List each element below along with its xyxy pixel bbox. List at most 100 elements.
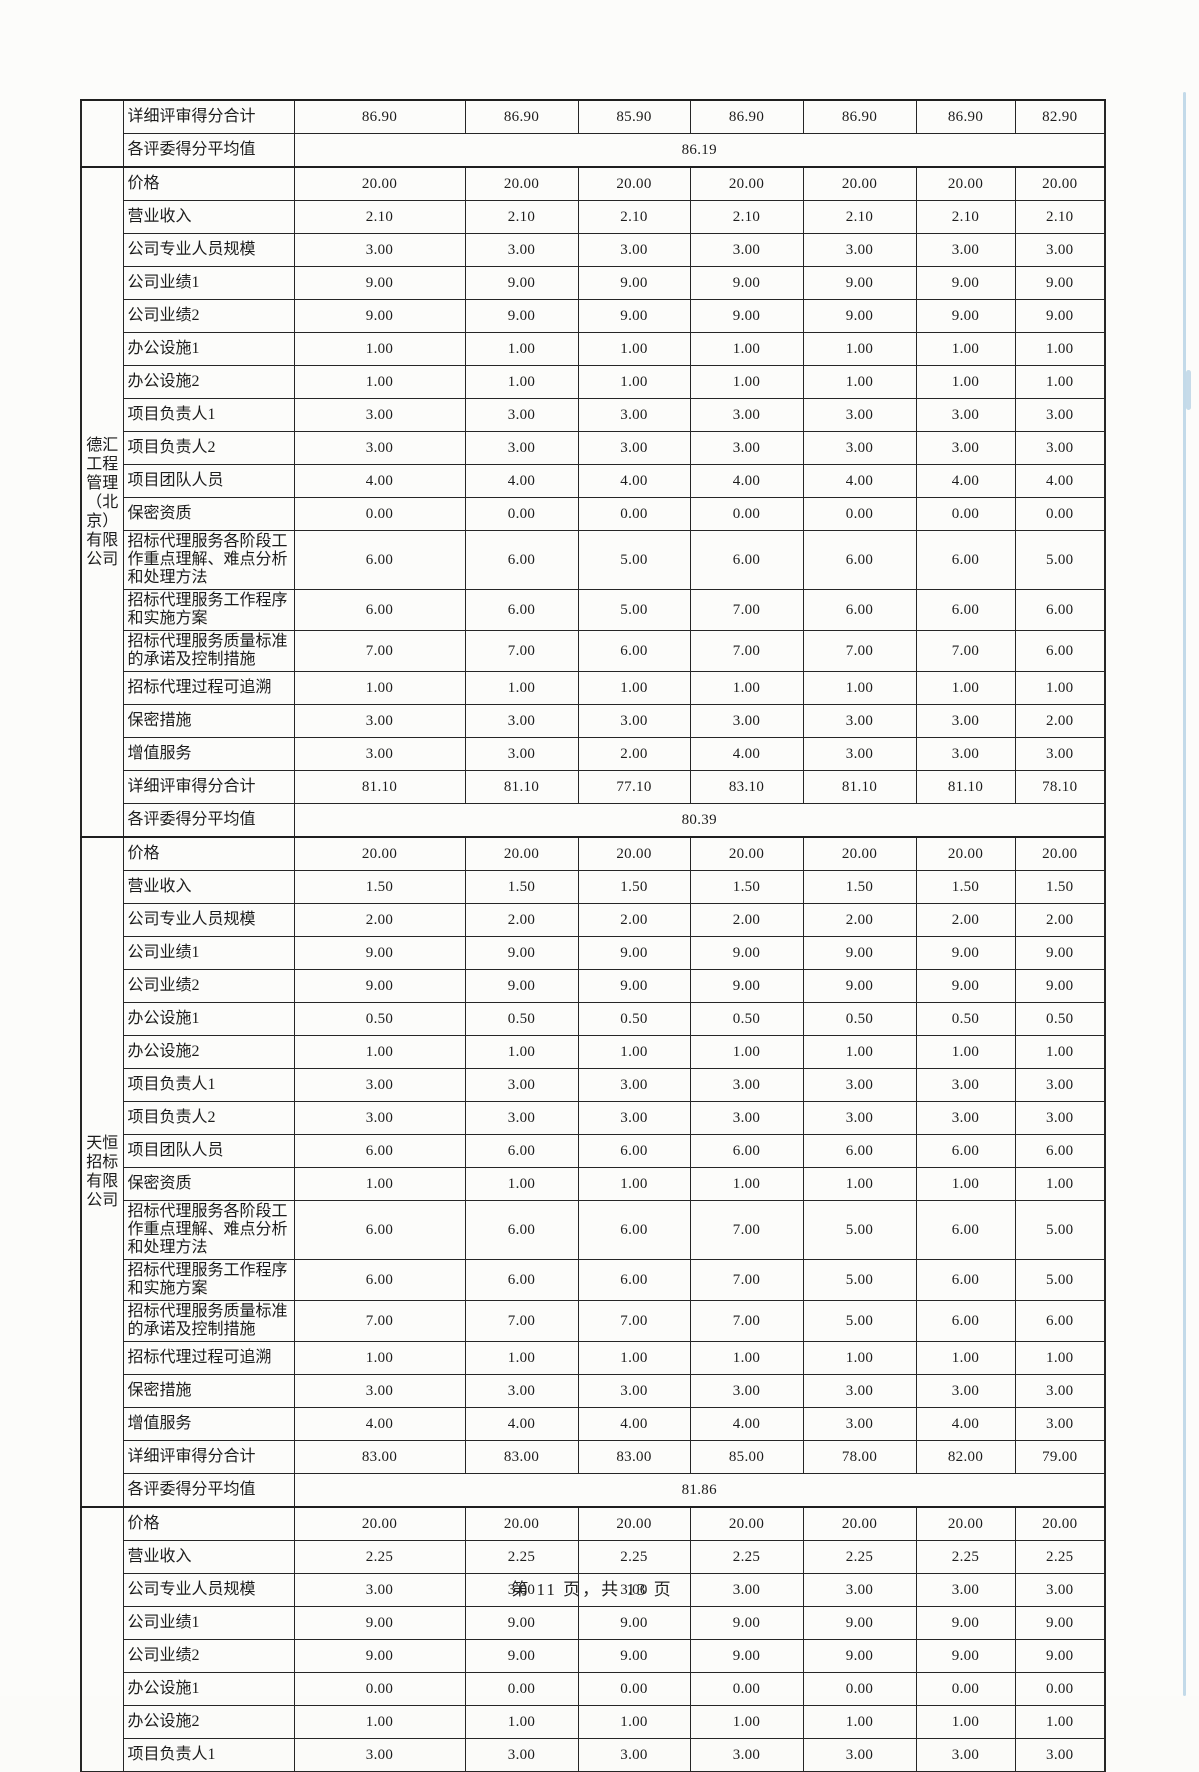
criterion-label-cell: 营业收入 — [122, 870, 295, 904]
company-name-cell — [80, 1506, 124, 1772]
score-cell: 6.00 — [915, 1200, 1016, 1260]
score-cell: 2.25 — [802, 1540, 917, 1574]
score-cell: 6.00 — [915, 530, 1016, 590]
criterion-label-cell: 详细评审得分合计 — [122, 1440, 295, 1474]
score-cell: 9.00 — [1014, 936, 1106, 970]
score-cell: 1.00 — [577, 332, 691, 366]
score-cell: 3.00 — [577, 431, 691, 465]
criterion-label-cell: 保密措施 — [122, 704, 295, 738]
score-cell: 3.00 — [293, 233, 466, 267]
score-cell: 2.25 — [689, 1540, 804, 1574]
criterion-label-cell: 保密资质 — [122, 497, 295, 531]
score-cell: 3.00 — [1014, 1068, 1106, 1102]
score-cell: 0.00 — [802, 497, 917, 531]
score-cell: 1.50 — [464, 870, 579, 904]
score-cell: 2.25 — [577, 1540, 691, 1574]
score-cell: 1.00 — [915, 1035, 1016, 1069]
evaluation-score-table: 详细评审得分合计 86.90 86.90 85.90 86.90 86.90 86.90 82… — [80, 99, 1106, 1772]
score-cell: 2.00 — [464, 903, 579, 937]
score-cell: 6.00 — [464, 589, 579, 631]
score-cell: 2.10 — [1014, 200, 1106, 234]
score-cell: 1.00 — [689, 1167, 804, 1201]
score-cell: 7.00 — [577, 1300, 691, 1342]
table-row: 详细评审得分合计 83.00 83.00 83.00 85.00 78.00 82.00 79… — [81, 1440, 1106, 1474]
score-cell: 3.00 — [1014, 398, 1106, 432]
criterion-label-cell: 公司业绩1 — [122, 1606, 295, 1640]
table-row: 招标代理服务各阶段工作重点理解、难点分析和处理方法 6.00 6.00 5.00 6.0… — [81, 530, 1106, 590]
score-cell: 20.00 — [689, 166, 804, 201]
score-cell: 2.00 — [1014, 903, 1106, 937]
score-cell: 3.00 — [802, 233, 917, 267]
score-cell: 9.00 — [1014, 299, 1106, 333]
score-cell: 1.00 — [915, 365, 1016, 399]
score-cell: 20.00 — [915, 836, 1016, 871]
criterion-label-cell: 详细评审得分合计 — [122, 770, 295, 804]
score-cell: 0.50 — [293, 1002, 466, 1036]
score-cell: 83.00 — [577, 1440, 691, 1474]
score-cell: 1.00 — [577, 1167, 691, 1201]
score-cell: 1.50 — [577, 870, 691, 904]
score-cell: 9.00 — [293, 299, 466, 333]
score-cell: 6.00 — [293, 530, 466, 590]
score-cell: 20.00 — [577, 836, 691, 871]
average-score-cell: 86.19 — [293, 133, 1106, 168]
table-row: 公司业绩1 9.00 9.00 9.00 9.00 9.00 9.00 9.00 — [81, 936, 1106, 970]
table-row: 保密措施 3.00 3.00 3.00 3.00 3.00 3.00 2.00 — [81, 704, 1106, 738]
table-row: 项目团队人员 4.00 4.00 4.00 4.00 4.00 4.00 4.00 — [81, 464, 1106, 498]
score-cell: 2.10 — [293, 200, 466, 234]
score-cell: 5.00 — [1014, 1259, 1106, 1301]
score-cell: 9.00 — [915, 969, 1016, 1003]
score-cell: 1.00 — [464, 1167, 579, 1201]
score-cell: 6.00 — [464, 530, 579, 590]
table-row: 招标代理服务工作程序和实施方案 6.00 6.00 5.00 7.00 6.00 6.00 6… — [81, 589, 1106, 631]
score-cell: 3.00 — [464, 431, 579, 465]
score-cell: 20.00 — [464, 1506, 579, 1541]
criterion-label-cell: 招标代理服务质量标准的承诺及控制措施 — [122, 1300, 295, 1342]
score-cell: 9.00 — [577, 1639, 691, 1673]
score-cell: 1.00 — [293, 1705, 466, 1739]
score-cell: 0.00 — [577, 1672, 691, 1706]
score-cell: 9.00 — [464, 936, 579, 970]
score-cell: 2.10 — [802, 200, 917, 234]
criterion-label-cell: 办公设施1 — [122, 1002, 295, 1036]
score-cell: 9.00 — [577, 1606, 691, 1640]
score-cell: 5.00 — [1014, 1200, 1106, 1260]
score-cell: 86.90 — [915, 99, 1016, 134]
score-cell: 9.00 — [464, 1639, 579, 1673]
score-cell: 1.00 — [915, 1167, 1016, 1201]
score-cell: 1.00 — [464, 332, 579, 366]
score-cell: 3.00 — [1014, 1407, 1106, 1441]
score-cell: 2.25 — [1014, 1540, 1106, 1574]
score-cell: 9.00 — [1014, 266, 1106, 300]
score-cell: 1.00 — [464, 1341, 579, 1375]
score-cell: 2.25 — [915, 1540, 1016, 1574]
score-cell: 6.00 — [689, 1134, 804, 1168]
score-cell: 20.00 — [1014, 1506, 1106, 1541]
score-cell: 4.00 — [689, 737, 804, 771]
score-cell: 3.00 — [293, 398, 466, 432]
table-row: 项目负责人1 3.00 3.00 3.00 3.00 3.00 3.00 3.00 — [81, 1738, 1106, 1772]
criterion-label-cell: 营业收入 — [122, 1540, 295, 1574]
score-cell: 3.00 — [802, 398, 917, 432]
score-cell: 3.00 — [689, 1738, 804, 1772]
score-cell: 2.10 — [689, 200, 804, 234]
score-cell: 0.50 — [577, 1002, 691, 1036]
score-cell: 7.00 — [689, 1300, 804, 1342]
table-row: 项目负责人1 3.00 3.00 3.00 3.00 3.00 3.00 3.00 — [81, 1068, 1106, 1102]
score-cell: 0.00 — [1014, 1672, 1106, 1706]
score-cell: 9.00 — [802, 299, 917, 333]
score-cell: 6.00 — [915, 1134, 1016, 1168]
criterion-label-cell: 各评委得分平均值 — [122, 133, 295, 168]
table-row: 增值服务 4.00 4.00 4.00 4.00 3.00 4.00 3.00 — [81, 1407, 1106, 1441]
score-cell: 5.00 — [802, 1200, 917, 1260]
score-cell: 1.00 — [915, 332, 1016, 366]
score-cell: 3.00 — [464, 704, 579, 738]
table-row: 招标代理服务质量标准的承诺及控制措施 7.00 7.00 6.00 7.00 7.00 7.… — [81, 630, 1106, 672]
criterion-label-cell: 公司专业人员规模 — [122, 1573, 295, 1607]
score-cell: 9.00 — [915, 299, 1016, 333]
score-cell: 6.00 — [577, 1134, 691, 1168]
score-cell: 6.00 — [915, 589, 1016, 631]
criterion-label-cell: 办公设施2 — [122, 1705, 295, 1739]
score-cell: 6.00 — [464, 1134, 579, 1168]
score-cell: 9.00 — [577, 266, 691, 300]
